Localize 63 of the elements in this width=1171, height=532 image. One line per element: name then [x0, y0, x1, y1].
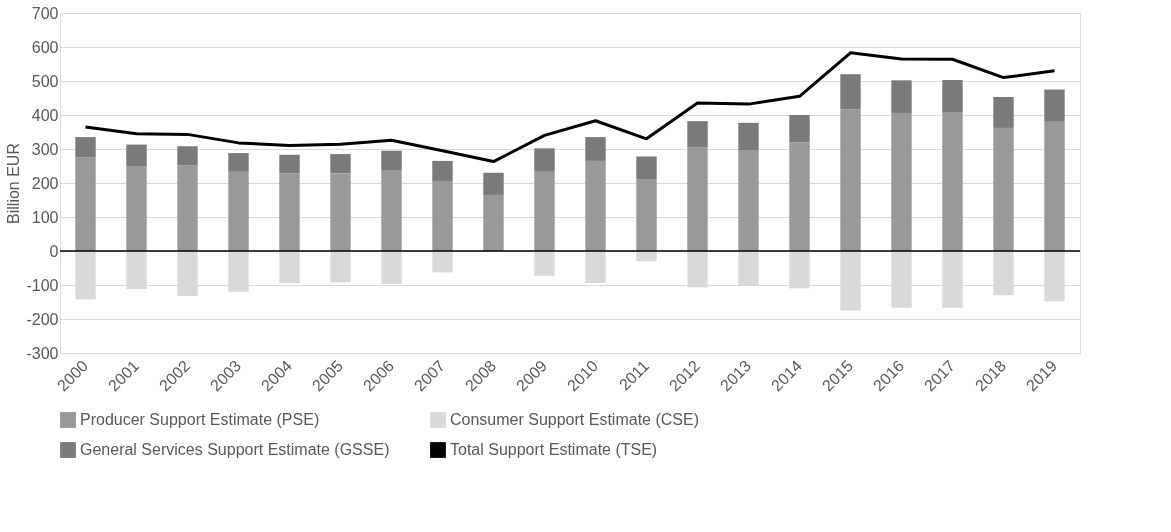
- bar: [279, 251, 300, 284]
- y-tick-label: -100: [26, 276, 59, 294]
- y-axis-title: Billion EUR: [5, 143, 23, 224]
- bar: [585, 251, 606, 283]
- bar: [891, 112, 912, 251]
- y-tick-label: -200: [26, 310, 59, 328]
- bar: [1044, 121, 1065, 251]
- bar: [942, 112, 963, 251]
- bar: [483, 194, 504, 251]
- bar: [483, 172, 504, 195]
- y-tick-label: 500: [31, 72, 59, 90]
- bar: [534, 148, 555, 172]
- bar: [330, 251, 351, 283]
- y-tick-label: 300: [31, 140, 59, 158]
- bar: [687, 147, 708, 251]
- bar: [228, 153, 249, 172]
- bar: [126, 144, 147, 166]
- bar: [330, 173, 351, 251]
- legend-label: Producer Support Estimate (PSE): [80, 411, 320, 428]
- y-tick-label: 100: [31, 208, 59, 226]
- bar: [381, 150, 402, 171]
- bar: [891, 80, 912, 113]
- bar: [330, 154, 351, 174]
- y-tick-label: 400: [31, 106, 59, 124]
- legend-label: Consumer Support Estimate (CSE): [450, 411, 699, 428]
- y-tick-label: 700: [31, 4, 59, 22]
- y-tick-label: 0: [49, 242, 59, 260]
- bar: [636, 156, 657, 180]
- bar: [993, 127, 1014, 251]
- bar: [585, 160, 606, 251]
- bar: [432, 180, 453, 251]
- y-tick-label: 200: [31, 174, 59, 192]
- bar: [942, 79, 963, 113]
- bar: [840, 109, 861, 251]
- bar: [75, 137, 96, 158]
- line-series: [84, 51, 1056, 164]
- legend-label: General Services Support Estimate (GSSE): [80, 441, 390, 458]
- bar: [738, 150, 759, 251]
- bar: [432, 160, 453, 181]
- bar: [687, 121, 708, 148]
- bar: [789, 142, 810, 251]
- bar: [279, 154, 300, 174]
- legend-label: Total Support Estimate (TSE): [450, 441, 658, 458]
- y-tick-label: -300: [26, 344, 59, 362]
- bar: [75, 157, 96, 251]
- bar: [228, 171, 249, 251]
- y-tick-label: 600: [31, 38, 59, 56]
- bar: [534, 171, 555, 251]
- bar: [993, 96, 1014, 128]
- bar: [840, 74, 861, 110]
- bar: [585, 137, 606, 161]
- bar: [636, 179, 657, 251]
- bar: [381, 170, 402, 251]
- bar: [279, 173, 300, 251]
- bar: [177, 146, 198, 166]
- bar: [177, 165, 198, 251]
- bar: [432, 251, 453, 273]
- bar: [1044, 89, 1065, 122]
- bar: [789, 115, 810, 143]
- bar: [636, 251, 657, 262]
- bar: [534, 251, 555, 276]
- bar: [126, 166, 147, 251]
- bar: [738, 122, 759, 151]
